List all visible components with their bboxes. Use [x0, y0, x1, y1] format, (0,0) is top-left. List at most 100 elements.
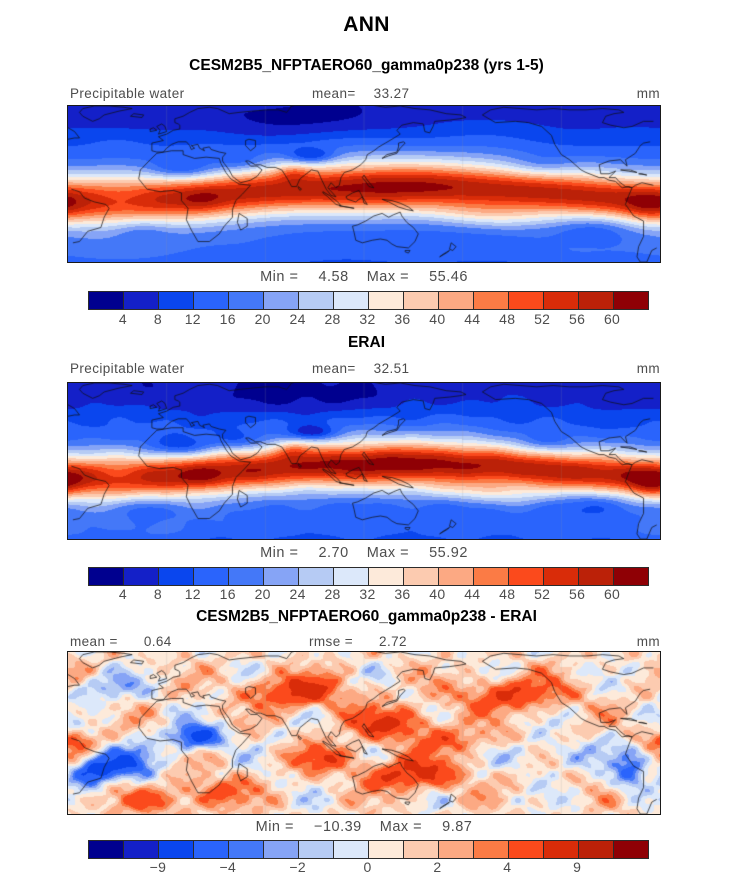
colorbar-cell — [228, 841, 263, 858]
panel2-max-label: Max = — [366, 545, 410, 561]
panel3-min-label: Min = — [255, 819, 294, 835]
colorbar-tick-label: 28 — [324, 586, 341, 602]
panel2-mean-group: mean= 32.51 — [312, 361, 409, 376]
colorbar-cell — [89, 292, 123, 309]
colorbar-cell — [89, 568, 123, 585]
colorbar-cell — [473, 568, 508, 585]
panel2-max-value: 55.92 — [429, 545, 468, 561]
panel1-variable-label: Precipitable water — [70, 86, 185, 101]
panel3-units-label: mm — [636, 634, 660, 649]
panel1-units-label: mm — [636, 86, 660, 101]
panel3-mean-value: 0.64 — [143, 634, 172, 649]
colorbar-cell — [543, 841, 578, 858]
colorbar-tick-label: 9 — [573, 859, 582, 875]
panel3-rmse-label: rmse = — [309, 634, 354, 649]
colorbar-cell — [263, 841, 298, 858]
colorbar-tick-label: 24 — [289, 586, 306, 602]
panel2-units-label: mm — [636, 361, 660, 376]
colorbar-tick-label: 20 — [254, 586, 271, 602]
colorbar-cell — [578, 841, 613, 858]
panel3-mean-group: mean = 0.64 — [70, 634, 172, 649]
colorbar-difference — [88, 840, 649, 859]
colorbar-cell — [403, 841, 438, 858]
colorbar-tick-label: −2 — [289, 859, 306, 875]
panel3-max-value: 9.87 — [442, 819, 473, 835]
colorbar-tick-label: 52 — [534, 311, 551, 327]
panel3-max-label: Max = — [379, 819, 423, 835]
colorbar-cell — [613, 292, 648, 309]
colorbar-cell — [123, 292, 158, 309]
map-difference — [67, 651, 661, 815]
colorbar-tick-label: 4 — [118, 311, 127, 327]
colorbar-cell — [263, 568, 298, 585]
colorbar-tick-label: 12 — [184, 311, 201, 327]
map-case — [67, 105, 661, 263]
colorbar-cell — [228, 292, 263, 309]
panel3-title: CESM2B5_NFPTAERO60_gamma0p238 - ERAI — [196, 608, 537, 625]
colorbar-tick-label: 28 — [324, 311, 341, 327]
panel3-header: mean = 0.64 rmse = 2.72 mm — [68, 634, 660, 651]
colorbar-case-ticks: 4 8 12 16 20 24 28 32 36 40 44 48 52 56 60 — [88, 311, 647, 329]
panel3-min-value: −10.39 — [313, 819, 362, 835]
colorbar-cell — [543, 292, 578, 309]
panel1-title: CESM2B5_NFPTAERO60_gamma0p238 (yrs 1-5) — [189, 57, 544, 74]
colorbar-cell — [613, 841, 648, 858]
panel2-mean-value: 32.51 — [373, 361, 410, 376]
panel1-header: Precipitable water mean= 33.27 mm — [68, 86, 660, 103]
colorbar-cell — [123, 568, 158, 585]
panel2-variable-label: Precipitable water — [70, 361, 185, 376]
panel3-rmse-value: 2.72 — [379, 634, 407, 649]
colorbar-cell — [438, 841, 473, 858]
colorbar-cell — [403, 568, 438, 585]
figure-title: ANN — [343, 13, 390, 36]
panel3-mean-label: mean = — [70, 634, 118, 649]
colorbar-tick-label: 24 — [289, 311, 306, 327]
colorbar-cell — [123, 841, 158, 858]
colorbar-cell — [473, 292, 508, 309]
colorbar-tick-label: 32 — [359, 586, 376, 602]
panel1-min-label: Min = — [260, 269, 299, 285]
panel1-min-value: 4.58 — [318, 269, 349, 285]
colorbar-tick-label: 4 — [118, 586, 127, 602]
colorbar-tick-label: 4 — [503, 859, 512, 875]
colorbar-cell — [158, 292, 193, 309]
colorbar-difference-ticks: −9 −4 −2 0 2 4 9 — [88, 859, 647, 877]
colorbar-cell — [158, 841, 193, 858]
colorbar-cell — [368, 292, 403, 309]
panel1-mean-label: mean= — [312, 86, 356, 101]
colorbar-cell — [613, 568, 648, 585]
colorbar-tick-label: 32 — [359, 311, 376, 327]
panel3-rmse-group: rmse = 2.72 — [309, 634, 407, 649]
colorbar-cell — [298, 568, 333, 585]
colorbar-tick-label: 36 — [394, 311, 411, 327]
colorbar-tick-label: 0 — [363, 859, 372, 875]
colorbar-tick-label: 56 — [569, 586, 586, 602]
colorbar-tick-label: 2 — [433, 859, 442, 875]
colorbar-cell — [368, 841, 403, 858]
colorbar-tick-label: 8 — [153, 586, 162, 602]
colorbar-tick-label: −4 — [219, 859, 237, 875]
colorbar-tick-label: 40 — [429, 311, 446, 327]
panel2-minmax: Min = 2.70 Max = 55.92 — [68, 545, 660, 561]
colorbar-cell — [508, 841, 543, 858]
panel1-max-label: Max = — [366, 269, 410, 285]
colorbar-cell — [473, 841, 508, 858]
colorbar-tick-label: −9 — [149, 859, 167, 875]
panel2-min-value: 2.70 — [318, 545, 349, 561]
colorbar-tick-label: 12 — [184, 586, 201, 602]
colorbar-tick-label: 60 — [603, 586, 621, 602]
panel1-max-value: 55.46 — [429, 269, 468, 285]
colorbar-cell — [403, 292, 438, 309]
colorbar-cell — [543, 568, 578, 585]
colorbar-tick-label: 52 — [534, 586, 551, 602]
colorbar-cell — [158, 568, 193, 585]
colorbar-cell — [578, 292, 613, 309]
panel1-mean-group: mean= 33.27 — [312, 86, 409, 101]
map-reference — [67, 382, 661, 540]
colorbar-reference — [88, 567, 649, 586]
colorbar-tick-label: 36 — [394, 586, 411, 602]
colorbar-cell — [368, 568, 403, 585]
colorbar-cell — [333, 568, 368, 585]
colorbar-tick-label: 20 — [254, 311, 271, 327]
